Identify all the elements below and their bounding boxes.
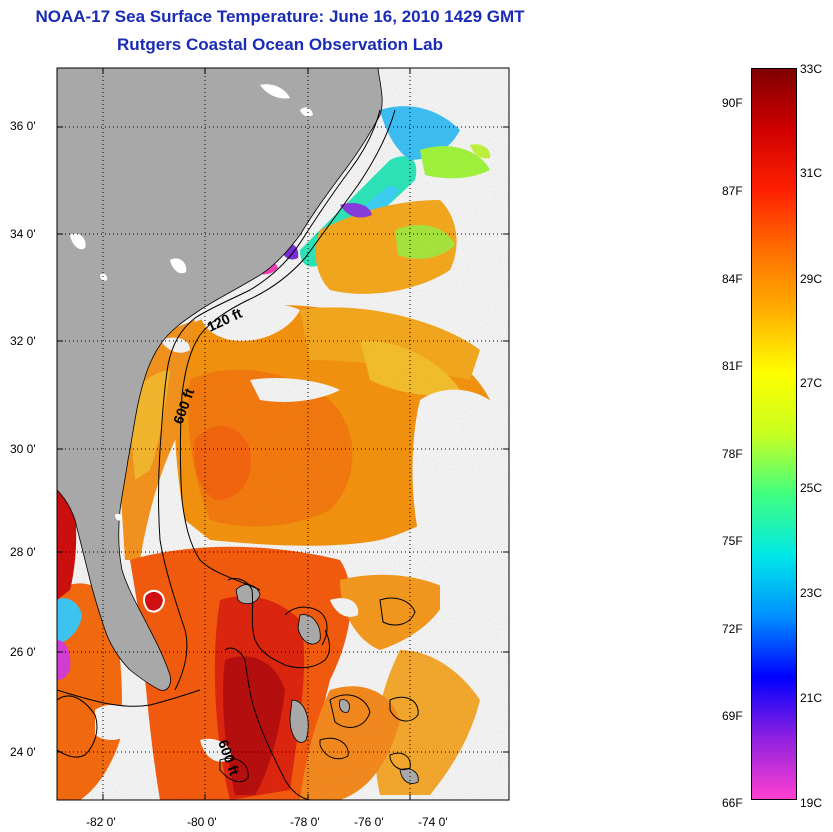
temperature-colorbar — [751, 68, 797, 800]
colorbar-label-75f: 75F — [722, 534, 743, 548]
colorbar-label-78f: 78F — [722, 447, 743, 461]
colorbar-label-90f: 90F — [722, 96, 743, 110]
colorbar-label-27c: 27C — [800, 376, 823, 390]
bahamas-islands — [235, 584, 419, 784]
lat-label-32: 32 0' — [10, 334, 36, 348]
colorbar-label-19c: 19C — [800, 796, 823, 810]
lat-label-36: 36 0' — [10, 119, 36, 133]
map-subtitle: Rutgers Coastal Ocean Observation Lab — [117, 35, 443, 54]
grid-lines — [57, 68, 509, 800]
lon-label-78: -78 0' — [290, 815, 320, 829]
lon-label-76: -76 0' — [354, 815, 384, 829]
colorbar-label-31c: 31C — [800, 166, 823, 180]
lat-label-26: 26 0' — [10, 645, 36, 659]
lat-label-34: 34 0' — [10, 227, 36, 241]
colorbar-label-72f: 72F — [722, 622, 743, 636]
lon-label-82: -82 0' — [86, 815, 116, 829]
axis-ticks — [57, 68, 509, 800]
colorbar-label-25c: 25C — [800, 481, 823, 495]
lat-label-24: 24 0' — [10, 745, 36, 759]
colorbar-label-69f: 69F — [722, 709, 743, 723]
colorbar-label-87f: 87F — [722, 184, 743, 198]
colorbar-label-23c: 23C — [800, 586, 823, 600]
colorbar-label-33c: 33C — [800, 62, 823, 76]
colorbar-label-21c: 21C — [800, 691, 823, 705]
lon-label-74: -74 0' — [418, 815, 448, 829]
colorbar-label-29c: 29C — [800, 272, 823, 286]
lon-label-80: -80 0' — [187, 815, 217, 829]
depth-contours — [57, 109, 419, 800]
map-title: NOAA-17 Sea Surface Temperature: June 16… — [35, 7, 525, 26]
lat-label-30: 30 0' — [10, 442, 36, 456]
colorbar-label-81f: 81F — [722, 359, 743, 373]
lat-label-28: 28 0' — [10, 545, 36, 559]
land — [57, 68, 383, 691]
colorbar-label-84f: 84F — [722, 272, 743, 286]
map-frame — [56, 67, 510, 801]
colorbar-label-66f: 66F — [722, 796, 743, 810]
